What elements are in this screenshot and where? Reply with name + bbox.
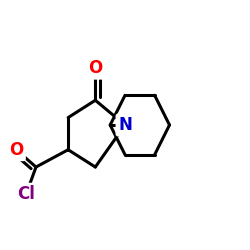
Text: O: O [9,141,23,159]
Text: N: N [118,116,132,134]
Text: Cl: Cl [17,185,35,203]
Text: O: O [88,59,102,77]
